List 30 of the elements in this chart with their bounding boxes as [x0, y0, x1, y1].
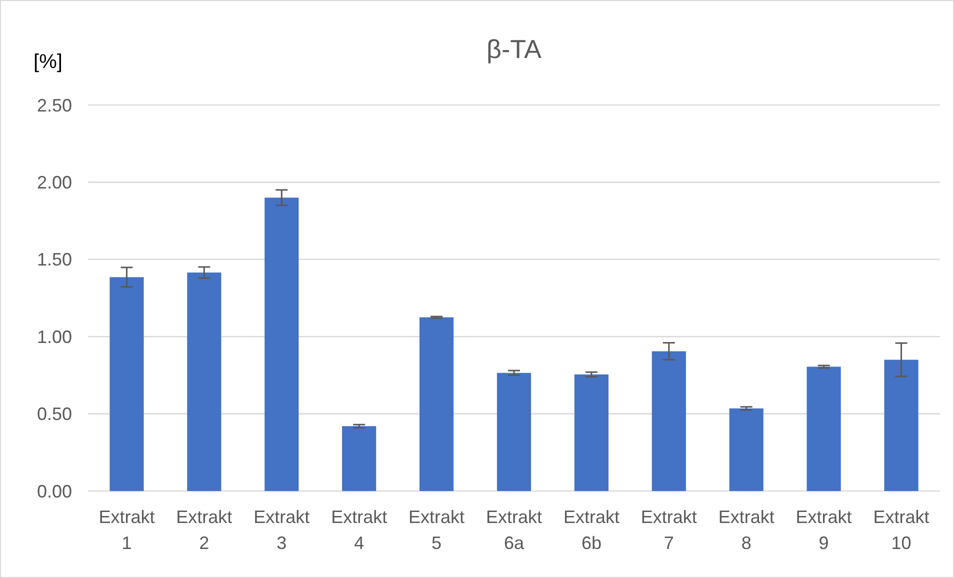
- y-tick-label: 0.00: [36, 481, 72, 502]
- bar: [884, 360, 918, 491]
- x-tick-label: Extrakt 2: [176, 507, 232, 553]
- bar: [496, 372, 532, 491]
- x-tick-label: Extrakt 9: [796, 507, 852, 553]
- y-axis-title: [%]: [34, 51, 62, 73]
- x-tick-label: Extrakt 3: [254, 507, 310, 553]
- x-tick-label: Extrakt 7: [640, 507, 697, 553]
- chart-title: β-TA: [486, 34, 542, 64]
- y-tick-label: 2.00: [36, 172, 72, 192]
- y-tick-label: 1.00: [36, 326, 72, 347]
- bar: [187, 272, 222, 491]
- bar: [806, 366, 841, 491]
- bar: [342, 426, 376, 491]
- x-tick-label: Extrakt 6a: [486, 507, 542, 553]
- y-tick-label: 2.50: [36, 95, 72, 116]
- x-tick-label: Extrakt 6b: [563, 507, 620, 553]
- x-tick-label: Extrakt 1: [98, 507, 155, 553]
- x-tick-label: Extrakt 5: [408, 507, 465, 553]
- bar: [729, 408, 764, 491]
- bar: [420, 317, 454, 491]
- bar: [264, 198, 299, 491]
- y-tick-label: 1.50: [36, 250, 72, 270]
- x-tick-label: Extrakt 8: [718, 507, 774, 553]
- bar: [110, 277, 144, 491]
- x-tick-label: Extrakt 10: [873, 507, 930, 553]
- bar: [574, 374, 608, 491]
- x-tick-label: Extrakt 4: [331, 507, 388, 553]
- y-tick-label: 0.50: [36, 404, 72, 424]
- bar: [652, 351, 686, 491]
